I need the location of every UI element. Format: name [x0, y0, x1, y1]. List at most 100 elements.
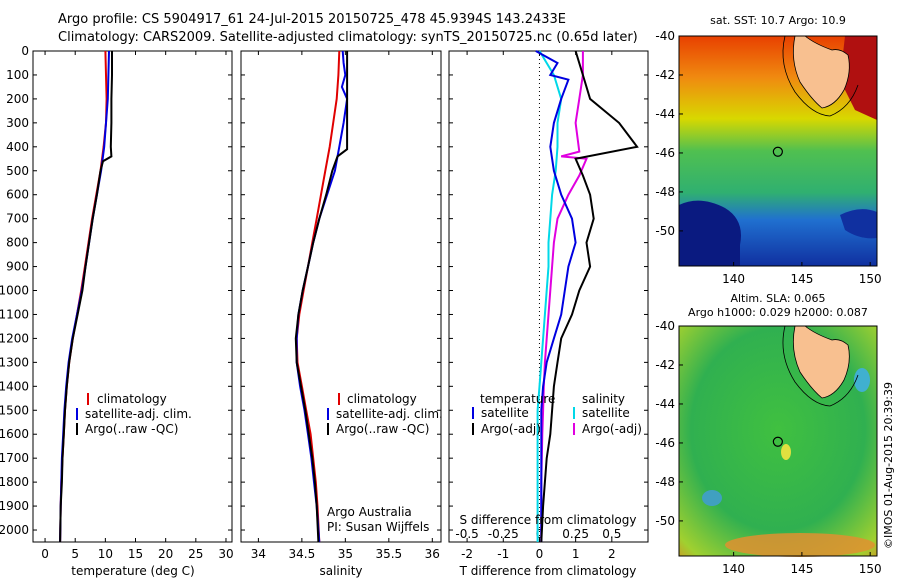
x-tick-label: 36 — [425, 547, 440, 561]
s-tick-label: -0.25 — [488, 527, 519, 541]
x-tick-label: 34.5 — [289, 547, 316, 561]
depth-tick-label: 1300 — [0, 355, 29, 369]
salinity-series — [294, 50, 349, 543]
sst-cold-pool-west — [679, 200, 741, 266]
s-tick-label: 0.25 — [562, 527, 589, 541]
map-x-tick-label: 150 — [859, 272, 882, 286]
temperature-series — [59, 50, 113, 543]
sla-tasmania-land — [792, 325, 850, 399]
sla-cyan-east — [854, 368, 870, 392]
x-tick-label: 34 — [251, 547, 266, 561]
depth-tick-label: 1100 — [0, 307, 29, 321]
x-tick-label: 25 — [188, 547, 203, 561]
credit-institution: Argo Australia — [327, 505, 412, 519]
salinity-legend: climatology satellite-adj. clim. Argo(..… — [327, 392, 443, 436]
temperature-panel: 0100200300400500600700800900100011001200… — [0, 44, 234, 578]
temperature-xlabel: temperature (deg C) — [71, 564, 194, 578]
s-tick-label: -0.5 — [455, 527, 478, 541]
series-line — [294, 51, 349, 543]
depth-tick-label: 100 — [6, 68, 29, 82]
x-tick-label: 0 — [41, 547, 49, 561]
s-tick-label: 0 — [536, 527, 544, 541]
sla-map-ticks: 140 145 150 -40 -42 -44 -46 -48 -50 — [655, 319, 881, 576]
depth-tick-label: 800 — [6, 236, 29, 250]
difference-top-label: S difference from climatology — [460, 513, 637, 527]
legend-label-satellite: satellite-adj. clim. — [85, 407, 192, 421]
x-tick-label: 2 — [608, 547, 616, 561]
depth-tick-label: 1400 — [0, 379, 29, 393]
legend-label-t-satellite: satellite — [481, 406, 529, 420]
map-y-tick-label: -46 — [655, 436, 675, 450]
x-tick-label: 35 — [338, 547, 353, 561]
series-line — [535, 50, 577, 542]
legend-title-salinity: salinity — [582, 392, 625, 406]
series-line — [540, 51, 588, 542]
depth-tick-label: 1800 — [0, 475, 29, 489]
sst-warm-patch — [840, 36, 877, 120]
map-y-tick-label: -50 — [655, 514, 675, 528]
sla-profile-marker — [772, 436, 783, 447]
depth-tick-label: 2000 — [0, 523, 29, 537]
sla-map-title: Altim. SLA: 0.065 — [730, 292, 825, 305]
depth-tick-label: 400 — [6, 140, 29, 154]
sla-cyan-eddy — [702, 490, 722, 506]
difference-legend: temperature salinity satellite Argo(-adj… — [472, 392, 642, 436]
x-tick-label: 10 — [98, 547, 113, 561]
depth-tick-label: 200 — [6, 92, 29, 106]
legend-label-climatology: climatology — [347, 392, 417, 406]
x-tick-label: -1 — [497, 547, 509, 561]
legend-label-s-argo: Argo(-adj) — [582, 422, 642, 436]
x-tick-label: 15 — [128, 547, 143, 561]
sla-map-frame — [678, 325, 878, 557]
sst-map-ticks: 140 145 150 -40 -42 -44 -46 -48 -50 — [655, 29, 881, 286]
depth-tick-label: 600 — [6, 188, 29, 202]
depth-tick-label: 1200 — [0, 331, 29, 345]
x-tick-label: 35.5 — [375, 547, 402, 561]
salinity-panel: 34 34.5 35 35.5 36 climatology satellite-adj… — [240, 50, 443, 578]
sst-profile-marker — [772, 146, 783, 157]
header-line-2: Climatology: CARS2009. Satellite-adjuste… — [58, 30, 638, 45]
sla-yellow-patch — [781, 444, 791, 460]
depth-tick-label: 900 — [6, 260, 29, 274]
map-x-tick-label: 140 — [722, 562, 745, 576]
sla-map-subtitle: Argo h1000: 0.029 h2000: 0.087 — [688, 306, 868, 319]
s-tick-label: 0.5 — [602, 527, 621, 541]
series-line — [540, 50, 639, 543]
depth-tick-label: 0 — [21, 44, 29, 58]
map-x-tick-label: 145 — [790, 562, 813, 576]
salinity-xlabel: salinity — [319, 564, 362, 578]
legend-label-argo: Argo(..raw -QC) — [85, 422, 178, 436]
legend-label-satellite: satellite-adj. clim. — [336, 407, 443, 421]
x-tick-label: 1 — [572, 547, 580, 561]
x-tick-label: -2 — [461, 547, 473, 561]
map-x-tick-label: 140 — [722, 272, 745, 286]
temperature-legend: climatology satellite-adj. clim. Argo(..… — [76, 392, 192, 436]
temperature-ticks: 0100200300400500600700800900100011001200… — [0, 44, 234, 561]
salinity-axes — [240, 50, 442, 543]
x-tick-label: 5 — [71, 547, 79, 561]
map-y-tick-label: -44 — [655, 397, 675, 411]
sla-yellow-band — [725, 533, 875, 557]
imos-credit: ©IMOS 01-Aug-2015 20:39:39 — [882, 382, 895, 549]
map-y-tick-label: -48 — [655, 475, 675, 489]
credit-pi: PI: Susan Wijffels — [327, 520, 429, 534]
temperature-axes — [32, 50, 233, 543]
header-line-1: Argo profile: CS 5904917_61 24-Jul-2015 … — [58, 12, 566, 27]
sla-map-panel: Altim. SLA: 0.065 Argo h1000: 0.029 h200… — [655, 292, 881, 576]
sst-map-title: sat. SST: 10.7 Argo: 10.9 — [710, 14, 846, 27]
legend-label-t-argo: Argo(-adj) — [481, 422, 541, 436]
depth-tick-label: 1700 — [0, 451, 29, 465]
sst-shelf-contour — [782, 35, 859, 117]
map-y-tick-label: -40 — [655, 319, 675, 333]
map-y-tick-label: -48 — [655, 185, 675, 199]
legend-label-argo: Argo(..raw -QC) — [336, 422, 429, 436]
depth-tick-label: 1500 — [0, 403, 29, 417]
sst-cold-pool-east — [840, 209, 877, 239]
map-y-tick-label: -42 — [655, 358, 675, 372]
map-y-tick-label: -44 — [655, 107, 675, 121]
series-line — [59, 51, 113, 543]
legend-title-temperature: temperature — [480, 392, 555, 406]
sst-map-frame — [678, 35, 878, 267]
depth-tick-label: 500 — [6, 164, 29, 178]
